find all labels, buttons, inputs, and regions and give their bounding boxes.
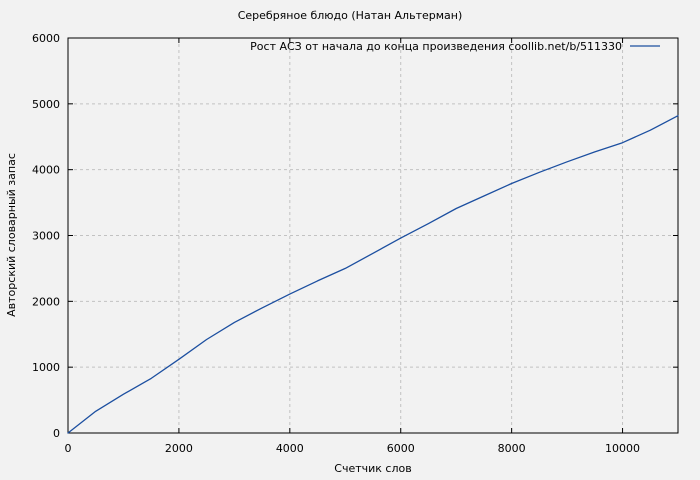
x-axis-label: Счетчик слов bbox=[334, 462, 411, 475]
chart-title: Серебряное блюдо (Натан Альтерман) bbox=[238, 9, 463, 22]
legend-label: Рост АСЗ от начала до конца произведения… bbox=[250, 40, 622, 53]
x-tick-label: 6000 bbox=[387, 442, 415, 455]
y-tick-label: 6000 bbox=[32, 32, 60, 45]
y-axis-label: Авторский словарный запас bbox=[5, 153, 18, 317]
series-layer bbox=[67, 115, 679, 434]
tick-labels-layer: 0 2000 4000 6000 8000 10000 0 1000 2000 3000 4000 5… bbox=[32, 32, 640, 455]
y-tick-label: 4000 bbox=[32, 164, 60, 177]
x-tick-label: 0 bbox=[65, 442, 72, 455]
y-tick-label: 0 bbox=[53, 427, 60, 440]
x-tick-label: 10000 bbox=[605, 442, 640, 455]
y-tick-label: 1000 bbox=[32, 361, 60, 374]
x-tick-label: 4000 bbox=[276, 442, 304, 455]
y-tick-label: 3000 bbox=[32, 230, 60, 243]
vocab-growth-line bbox=[67, 115, 679, 434]
grid-layer bbox=[68, 38, 678, 433]
x-tick-label: 2000 bbox=[165, 442, 193, 455]
y-tick-label: 2000 bbox=[32, 295, 60, 308]
legend: Рост АСЗ от начала до конца произведения… bbox=[250, 40, 660, 53]
x-tick-label: 8000 bbox=[498, 442, 526, 455]
y-tick-label: 5000 bbox=[32, 98, 60, 111]
